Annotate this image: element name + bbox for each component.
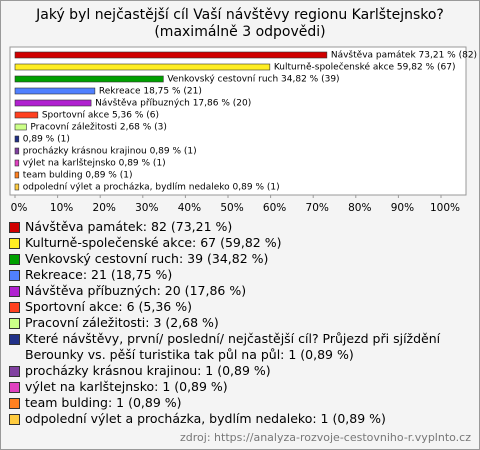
x-tick-label: 10% [50,202,73,214]
legend-item: výlet na karlštejnsko: 1 (0,89 %) [7,379,469,395]
legend-label: procházky krásnou krajinou: 1 (0,89 %) [25,362,271,378]
source: zdroj: https://analyza-rozvoje-cestovnih… [180,431,471,444]
bar-label: odpolední výlet a procházka, bydlím neda… [23,183,280,193]
legend-swatch [9,270,20,281]
legend-swatch [9,302,20,313]
legend-swatch [9,254,20,265]
legend-item: procházky krásnou krajinou: 1 (0,89 %) [7,363,469,379]
legend-item: Rekreace: 21 (18,75 %) [7,267,469,283]
legend-label: Kulturně-společenské akce: 67 (59,82 %) [25,235,282,250]
x-tick-label: 70% [306,202,329,214]
x-tick-label: 0% [11,202,28,214]
legend: Návštěva památek: 82 (73,21 %) Kulturně-s… [7,219,469,427]
legend-swatch [9,286,20,297]
legend-label: Které návštěvy, první/ poslední/ nejčast… [25,331,441,362]
legend-label: Sportovní akce: 6 (5,36 %) [25,299,192,314]
bar-label: výlet na karlštejnsko 0,89 % (1) [23,158,166,169]
bar [14,183,20,191]
legend-item: Kulturně-společenské akce: 67 (59,82 %) [7,235,469,251]
legend-item: Návštěva příbuzných: 20 (17,86 %) [7,283,469,299]
legend-label: team bulding: 1 (0,89 %) [25,394,182,410]
legend-swatch [9,365,20,377]
legend-item: Které návštěvy, první/ poslední/ nejčast… [7,331,469,362]
bar [14,159,20,167]
legend-swatch [9,238,20,249]
legend-swatch [9,413,20,425]
chart-subtitle: (maximálně 3 odpovědi) [154,24,325,40]
bar-label: Rekreace 18,75 % (21) [99,87,202,97]
bar-label: procházky krásnou krajinou 0,89 % (1) [23,147,197,157]
legend-label: Návštěva památek: 82 (73,21 %) [25,219,233,234]
legend-swatch [9,318,20,329]
x-tick-label: 50% [220,202,243,214]
bar [14,87,96,95]
legend-item: odpolední výlet a procházka, bydlím neda… [7,411,469,427]
legend-label: Rekreace: 21 (18,75 %) [25,267,173,282]
bar-label: 0,89 % (1) [23,135,70,145]
bar-label: Návštěva příbuzných 17,86 % (20) [95,98,251,109]
bar-label: Pracovní záležitosti 2,68 % (3) [30,123,167,133]
legend-swatch [9,222,20,233]
legend-item: Venkovský cestovní ruch: 39 (34,82 %) [7,251,469,267]
bar [14,171,20,179]
x-tick-label: 90% [391,202,414,214]
bar-label: Sportovní akce 5,36 % (6) [42,111,159,121]
legend-label: Venkovský cestovní ruch: 39 (34,82 %) [25,251,269,266]
x-tick-label: 30% [135,202,158,214]
bar [14,147,20,155]
legend-item: Sportovní akce: 6 (5,36 %) [7,299,469,315]
bar-label: Venkovský cestovní ruch 34,82 % (39) [167,75,339,85]
chart-title: Jaký byl nejčastější cíl Vaší návštěvy r… [35,7,444,23]
bar [14,111,39,119]
x-tick-label: 80% [348,202,371,214]
legend-item: Návštěva památek: 82 (73,21 %) [7,219,469,235]
x-tick-label: 60% [263,202,286,214]
bar-label: Kulturně-společenské akce 59,82 % (67) [274,62,456,73]
legend-label: Návštěva příbuzných: 20 (17,86 %) [25,283,247,298]
bar [14,135,20,143]
bar-label: Návštěva památek 73,21 % (82) [331,50,477,61]
bar [14,63,271,71]
chart: Jaký byl nejčastější cíl Vaší návštěvy r… [9,7,477,214]
legend-swatch [9,381,20,393]
x-tick-label: 40% [178,202,201,214]
bar [14,99,92,107]
legend-label: výlet na karlštejnsko: 1 (0,89 %) [25,378,228,394]
legend-item: Pracovní záležitosti: 3 (2,68 %) [7,315,469,331]
bar [14,51,328,59]
bar [14,123,27,131]
plot-area [9,46,467,196]
legend-item: team bulding: 1 (0,89 %) [7,395,469,411]
legend-label: Pracovní záležitosti: 3 (2,68 %) [25,315,219,330]
x-tick-label: 100% [430,202,460,214]
bar [14,75,164,83]
legend-label: odpolední výlet a procházka, bydlím neda… [25,410,386,426]
legend-swatch [9,397,20,409]
legend-swatch [9,334,20,345]
bar-label: team bulding 0,89 % (1) [23,171,133,181]
x-tick-label: 20% [93,202,116,214]
